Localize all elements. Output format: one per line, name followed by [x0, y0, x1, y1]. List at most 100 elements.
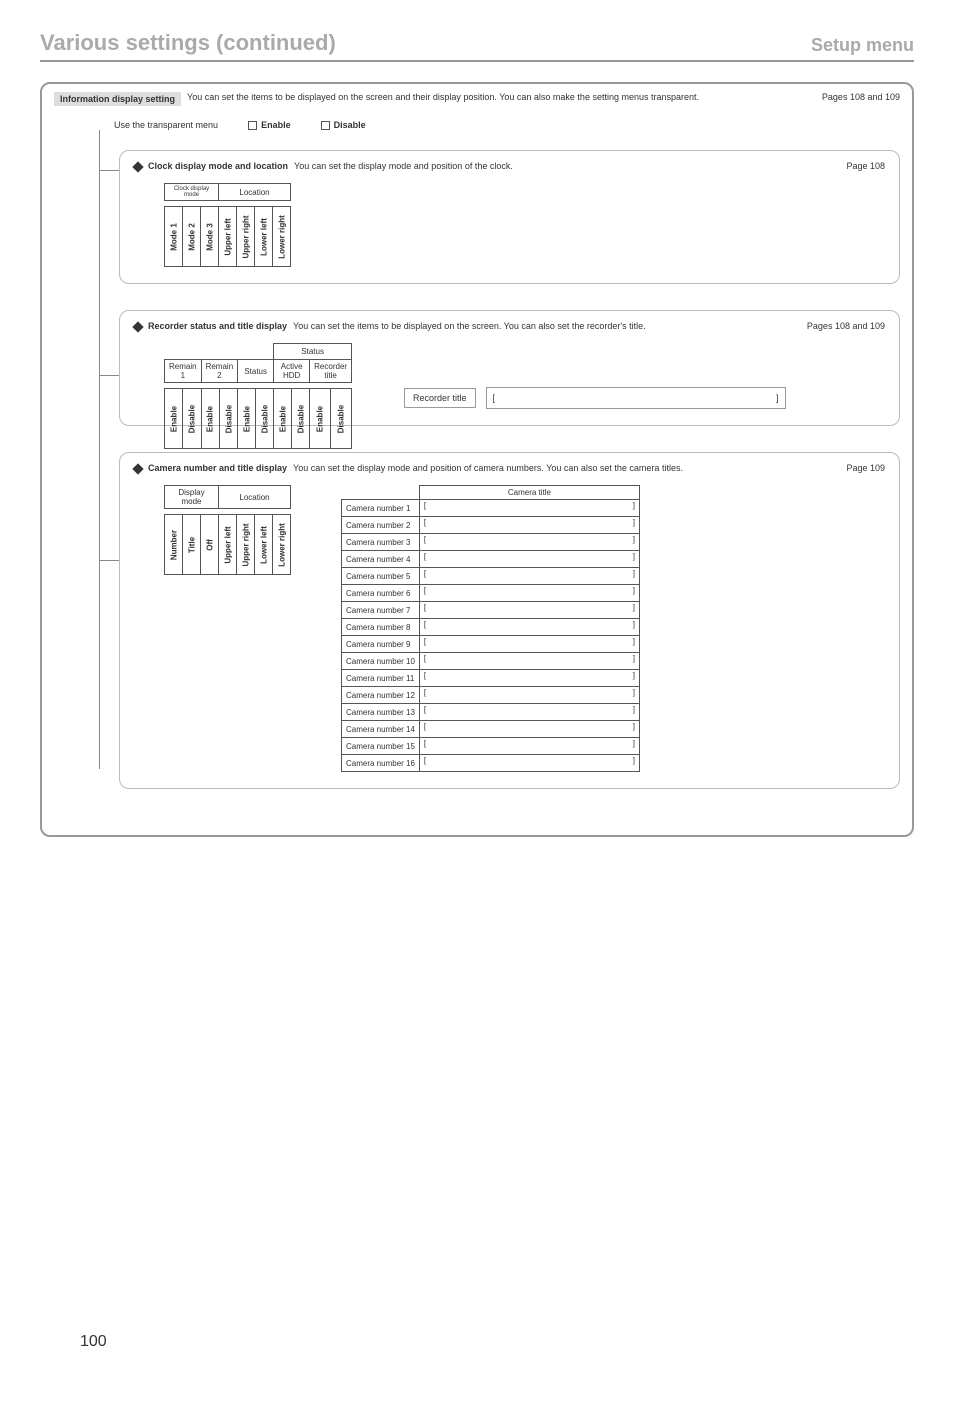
camera-opt[interactable]: Title: [183, 515, 201, 575]
clock-opt[interactable]: Mode 3: [201, 207, 219, 267]
disable-checkbox[interactable]: Disable: [321, 120, 366, 130]
camera-title-row: Camera number 8[]: [342, 619, 640, 636]
camera-row-label: Camera number 12: [342, 687, 420, 704]
status-opt[interactable]: Enable: [201, 389, 219, 449]
camera-row-value[interactable]: []: [419, 551, 639, 568]
camera-title-row: Camera number 13[]: [342, 704, 640, 721]
page-number: 100: [80, 1333, 107, 1351]
camera-number-box: Camera number and title display You can …: [119, 452, 900, 789]
clock-opt[interactable]: Lower right: [273, 207, 291, 267]
camera-row-label: Camera number 15: [342, 738, 420, 755]
status-opt[interactable]: Enable: [165, 389, 183, 449]
recorder-title-input[interactable]: []: [486, 387, 786, 409]
camera-title-row: Camera number 14[]: [342, 721, 640, 738]
camera-opt[interactable]: Number: [165, 515, 183, 575]
clock-loc-header: Location: [219, 184, 291, 201]
col-remain2: Remain 2: [201, 360, 238, 383]
clock-opt[interactable]: Lower left: [255, 207, 273, 267]
camera-row-value[interactable]: []: [419, 653, 639, 670]
enable-checkbox[interactable]: Enable: [248, 120, 291, 130]
col-rectitle: Recorder title: [310, 360, 352, 383]
clock-opt[interactable]: Upper left: [219, 207, 237, 267]
status-opt[interactable]: Enable: [238, 389, 256, 449]
camera-title-table: Camera title Camera number 1[]Camera num…: [341, 485, 640, 772]
camera-title-row: Camera number 15[]: [342, 738, 640, 755]
clock-display-box: Clock display mode and location You can …: [119, 150, 900, 284]
camera-row-value[interactable]: []: [419, 687, 639, 704]
camera-row-label: Camera number 4: [342, 551, 420, 568]
clock-opt[interactable]: Mode 1: [165, 207, 183, 267]
camera-opt[interactable]: Lower left: [255, 515, 273, 575]
camera-row-label: Camera number 14: [342, 721, 420, 738]
clock-option-table: Clock display mode Location Mode 1 Mode …: [164, 183, 291, 267]
camera-row-value[interactable]: []: [419, 534, 639, 551]
camera-title-row: Camera number 7[]: [342, 602, 640, 619]
status-opt[interactable]: Disable: [219, 389, 237, 449]
camera-row-label: Camera number 6: [342, 585, 420, 602]
clock-opt[interactable]: Mode 2: [183, 207, 201, 267]
branch-line: [99, 130, 119, 769]
camera-option-table: Display mode Location Number Title Off U…: [164, 485, 291, 575]
camera-row-value[interactable]: []: [419, 670, 639, 687]
clock-opt[interactable]: Upper right: [237, 207, 255, 267]
info-display-box: Information display setting You can set …: [40, 82, 914, 837]
branch-connector: [99, 170, 119, 171]
camera-title-row: Camera number 3[]: [342, 534, 640, 551]
camera-page: Page 109: [846, 463, 885, 473]
camera-row-value[interactable]: []: [419, 585, 639, 602]
clock-title: Clock display mode and location: [148, 161, 288, 171]
camera-row-value[interactable]: []: [419, 721, 639, 738]
camera-row-value[interactable]: []: [419, 517, 639, 534]
camera-row-value[interactable]: []: [419, 738, 639, 755]
info-display-title: Information display setting: [54, 92, 181, 106]
clock-page: Page 108: [846, 161, 885, 171]
camera-row-value[interactable]: []: [419, 636, 639, 653]
col-remain1: Remain 1: [165, 360, 202, 383]
col-status: Status: [238, 360, 274, 383]
camera-desc: You can set the display mode and positio…: [293, 463, 830, 473]
camera-title-row: Camera number 10[]: [342, 653, 640, 670]
camera-title-header: Camera title: [419, 486, 639, 500]
status-opt[interactable]: Disable: [256, 389, 274, 449]
camera-row-value[interactable]: []: [419, 602, 639, 619]
camera-row-label: Camera number 10: [342, 653, 420, 670]
status-opt[interactable]: Enable: [310, 389, 331, 449]
camera-mode-header: Display mode: [165, 486, 219, 509]
camera-opt[interactable]: Lower right: [273, 515, 291, 575]
transparent-menu-row: Use the transparent menu Enable Disable: [114, 120, 900, 130]
camera-title-row: Camera number 11[]: [342, 670, 640, 687]
camera-row-value[interactable]: []: [419, 755, 639, 772]
camera-row-label: Camera number 9: [342, 636, 420, 653]
camera-title-row: Camera number 12[]: [342, 687, 640, 704]
camera-row-value[interactable]: []: [419, 619, 639, 636]
camera-title-row: Camera number 16[]: [342, 755, 640, 772]
camera-title-row: Camera number 4[]: [342, 551, 640, 568]
transparent-menu-label: Use the transparent menu: [114, 120, 218, 130]
camera-row-label: Camera number 13: [342, 704, 420, 721]
camera-title-row: Camera number 1[]: [342, 500, 640, 517]
camera-row-value[interactable]: []: [419, 500, 639, 517]
camera-opt[interactable]: Upper right: [237, 515, 255, 575]
camera-title-row: Camera number 5[]: [342, 568, 640, 585]
status-opt[interactable]: Disable: [292, 389, 310, 449]
status-opt[interactable]: Disable: [331, 389, 352, 449]
recorder-desc: You can set the items to be displayed on…: [293, 321, 791, 331]
camera-row-value[interactable]: []: [419, 704, 639, 721]
camera-row-label: Camera number 11: [342, 670, 420, 687]
status-opt[interactable]: Enable: [274, 389, 292, 449]
recorder-title: Recorder status and title display: [148, 321, 287, 331]
status-opt[interactable]: Disable: [183, 389, 201, 449]
diamond-icon: [132, 463, 143, 474]
camera-row-label: Camera number 8: [342, 619, 420, 636]
camera-row-label: Camera number 5: [342, 568, 420, 585]
camera-row-label: Camera number 7: [342, 602, 420, 619]
camera-opt[interactable]: Off: [201, 515, 219, 575]
camera-row-label: Camera number 1: [342, 500, 420, 517]
info-display-desc: You can set the items to be displayed on…: [187, 92, 806, 102]
camera-row-value[interactable]: []: [419, 568, 639, 585]
branch-connector: [99, 375, 119, 376]
recorder-page: Pages 108 and 109: [807, 321, 885, 331]
camera-opt[interactable]: Upper left: [219, 515, 237, 575]
diamond-icon: [132, 321, 143, 332]
camera-row-label: Camera number 16: [342, 755, 420, 772]
